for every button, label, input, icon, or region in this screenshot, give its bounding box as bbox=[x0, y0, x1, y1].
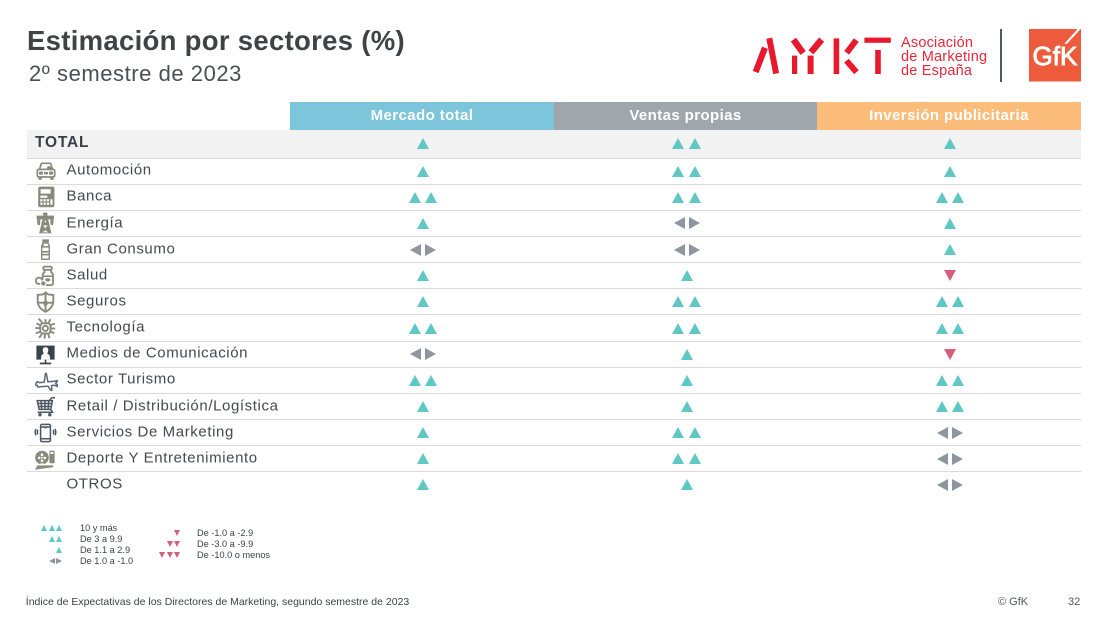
svg-text:GfK: GfK bbox=[1032, 41, 1077, 71]
